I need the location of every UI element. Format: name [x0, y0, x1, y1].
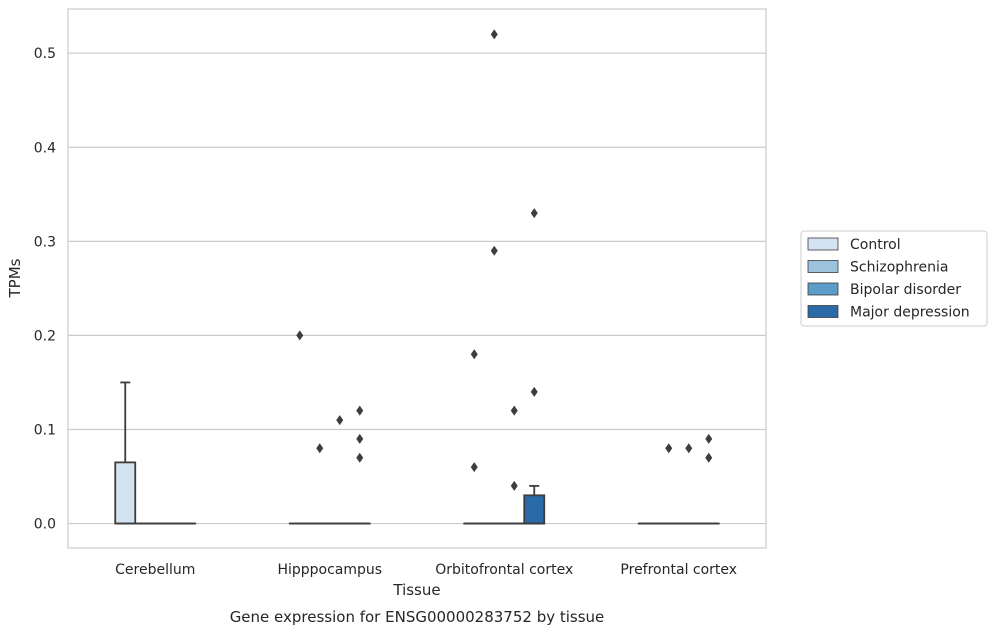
y-tick-labels: 0.0 0.1 0.2 0.3 0.4 0.5 — [34, 46, 56, 532]
outlier-point — [470, 462, 478, 473]
outlier-point — [685, 443, 693, 454]
chart-caption: Gene expression for ENSG00000283752 by t… — [230, 608, 605, 626]
legend: Control Schizophrenia Bipolar disorder Majo… — [800, 230, 988, 327]
outlier-point — [510, 405, 518, 416]
y-axis-title: TPMs — [6, 258, 24, 298]
legend-label: Control — [850, 237, 901, 253]
legend-swatch — [807, 305, 839, 318]
x-axis-title: Tissue — [392, 581, 440, 599]
box — [523, 494, 546, 525]
outlier-point — [356, 452, 364, 463]
legend-label: Bipolar disorder — [850, 282, 961, 298]
outlier-point — [530, 208, 538, 219]
y-tick-label: 0.2 — [34, 328, 56, 344]
boxes — [114, 381, 720, 525]
outlier-point — [665, 443, 673, 454]
legend-swatch — [807, 260, 839, 273]
legend-swatch — [807, 282, 839, 296]
plot-area — [68, 9, 766, 548]
outlier-point — [296, 330, 304, 341]
legend-label: Schizophrenia — [850, 260, 948, 276]
legend-frame — [800, 230, 988, 327]
outlier-point — [356, 433, 364, 444]
x-tick-label: Orbitofrontal cortex — [435, 562, 573, 578]
y-tick-label: 0.4 — [34, 140, 56, 156]
x-tick-label: Cerebellum — [115, 562, 195, 578]
y-tick-label: 0.3 — [34, 234, 56, 250]
outlier-point — [705, 452, 713, 463]
legend-label: Major depression — [850, 305, 970, 321]
outlier-point — [316, 443, 324, 454]
x-tick-label: Hipppocampus — [277, 562, 382, 578]
outlier-point — [510, 480, 518, 491]
outliers — [296, 29, 713, 491]
outlier-point — [356, 405, 364, 416]
legend-swatch — [807, 237, 839, 251]
outlier-point — [705, 433, 713, 444]
y-tick-label: 0.0 — [34, 517, 56, 533]
y-tick-label: 0.1 — [34, 422, 56, 438]
outlier-point — [530, 386, 538, 397]
plot-frame — [67, 8, 767, 549]
box-group — [114, 381, 137, 525]
x-tick-label: Prefrontal cortex — [620, 562, 737, 578]
outlier-point — [490, 245, 498, 256]
box — [114, 461, 137, 525]
outlier-point — [490, 29, 498, 40]
box-group — [523, 485, 546, 525]
x-tick-labels: Cerebellum Hipppocampus Orbitofrontal cort… — [115, 562, 737, 578]
outlier-point — [470, 349, 478, 360]
y-tick-label: 0.5 — [34, 46, 56, 62]
outlier-point — [336, 415, 344, 426]
